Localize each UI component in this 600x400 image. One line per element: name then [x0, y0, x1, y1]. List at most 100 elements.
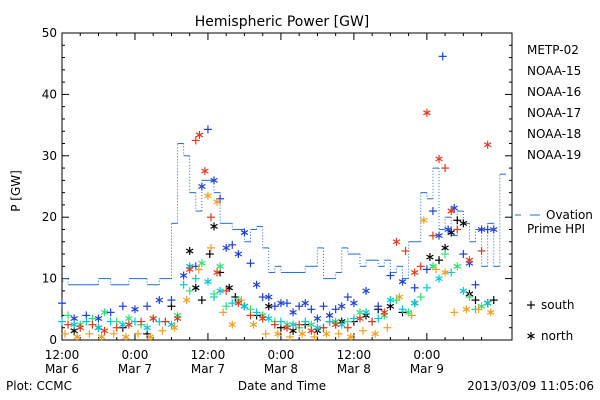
south-point	[398, 305, 407, 314]
star-stroke	[195, 132, 204, 138]
north-point	[301, 299, 310, 308]
ovation-legend-label-2: Prime HPI	[527, 222, 585, 236]
star-stroke	[429, 263, 437, 269]
star-stroke	[447, 230, 455, 236]
north-point	[185, 265, 194, 274]
star-stroke	[435, 276, 443, 282]
star-stroke	[395, 294, 404, 300]
star-stroke	[222, 245, 230, 251]
star-stroke	[94, 325, 103, 331]
south-point	[343, 293, 352, 302]
south-point	[61, 329, 70, 338]
star-stroke	[249, 322, 258, 328]
north-point	[240, 228, 249, 237]
star-stroke	[483, 300, 492, 306]
north-point	[435, 154, 443, 163]
star-stroke	[477, 226, 486, 232]
star-stroke	[182, 297, 191, 303]
star-stroke	[447, 208, 455, 214]
star-stroke	[185, 266, 194, 272]
star-stroke	[283, 325, 291, 331]
star-stroke	[125, 315, 133, 322]
star-stroke	[356, 315, 364, 322]
south-point	[447, 268, 456, 277]
south-point	[88, 320, 97, 329]
star-stroke	[462, 306, 471, 312]
north-point	[277, 299, 285, 308]
star-stroke	[441, 269, 449, 275]
north-point	[119, 320, 127, 329]
south-point	[228, 240, 237, 249]
north-point	[264, 314, 273, 323]
x-tick-date: Mar 7	[191, 362, 225, 376]
south-point	[179, 280, 188, 289]
star-stroke	[386, 297, 395, 303]
north-point	[380, 308, 389, 317]
north-point	[179, 271, 188, 280]
star-stroke	[307, 328, 316, 334]
south-point	[428, 231, 437, 240]
south-point	[295, 302, 304, 311]
south-point	[194, 265, 203, 274]
y-tick-label: 40	[42, 87, 57, 101]
star-stroke	[225, 285, 233, 291]
symbol-legend-label: north	[541, 329, 573, 343]
star-stroke	[527, 333, 535, 339]
south-point	[270, 302, 279, 311]
star-stroke	[167, 322, 176, 328]
north-point	[435, 274, 443, 283]
north-point	[392, 237, 401, 246]
south-point	[252, 308, 261, 317]
south-point	[471, 296, 480, 305]
south-point	[158, 326, 167, 335]
star-stroke	[435, 233, 443, 239]
south-point	[134, 329, 143, 338]
star-stroke	[426, 254, 434, 260]
north-point	[73, 332, 81, 341]
star-stroke	[362, 288, 370, 294]
south-point	[319, 302, 328, 311]
star-stroke	[410, 300, 419, 306]
north-point	[313, 323, 322, 332]
north-point	[100, 326, 109, 335]
star-stroke	[258, 315, 267, 322]
south-point	[307, 305, 316, 314]
star-stroke	[70, 315, 78, 322]
star-stroke	[170, 325, 179, 331]
north-point	[398, 277, 407, 286]
star-stroke	[398, 279, 407, 285]
star-stroke	[350, 300, 358, 306]
x-tick-time: 12:00	[191, 348, 226, 362]
north-point	[216, 262, 224, 271]
north-point	[447, 228, 455, 237]
star-stroke	[325, 312, 334, 318]
star-stroke	[264, 294, 273, 300]
y-tick-label: 30	[42, 149, 57, 163]
north-point	[298, 329, 306, 338]
star-stroke	[146, 334, 154, 340]
south-point	[428, 207, 437, 216]
south-point	[106, 308, 115, 317]
star-stroke	[216, 263, 224, 269]
y-axis-label: P [GW]	[9, 170, 23, 212]
north-point	[283, 323, 291, 332]
north-point	[264, 293, 273, 302]
north-point	[337, 320, 346, 329]
star-stroke	[386, 303, 395, 309]
south-point	[206, 243, 215, 252]
star-stroke	[459, 220, 468, 226]
north-point	[198, 259, 206, 268]
ovation-line	[62, 143, 506, 286]
star-stroke	[228, 322, 237, 328]
legend-entry: NOAA-19	[527, 148, 581, 162]
south-point	[258, 293, 267, 302]
north-point	[337, 302, 346, 311]
star-stroke	[356, 309, 364, 315]
star-stroke	[289, 328, 297, 334]
x-tick-time: 12:00	[337, 348, 372, 362]
y-tick-label: 20	[42, 210, 57, 224]
south-point	[386, 271, 395, 280]
south-point	[441, 164, 450, 173]
south-point	[228, 299, 237, 308]
